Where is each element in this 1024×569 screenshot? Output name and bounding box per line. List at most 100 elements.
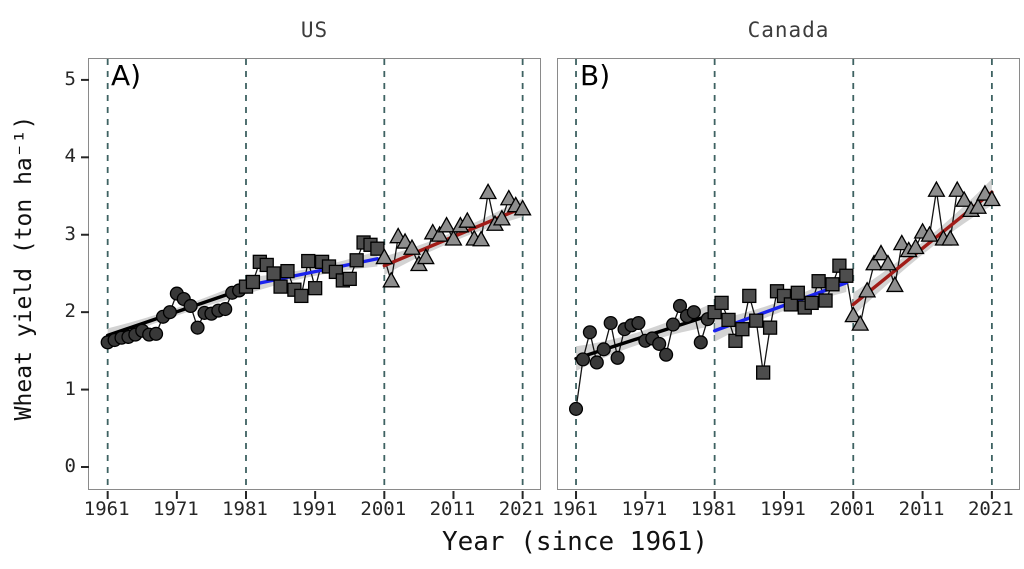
data-point-triangle (892, 234, 911, 251)
data-point-triangle (382, 271, 401, 288)
data-point-triangle (444, 229, 463, 246)
data-point-circle (652, 336, 667, 351)
data-point-triangle (458, 211, 477, 228)
data-point-triangle (499, 189, 518, 206)
data-point-triangle (402, 238, 421, 255)
data-point-circle (218, 302, 233, 317)
x-axis-label: Year (since 1961) (441, 527, 709, 557)
data-point-triangle (851, 314, 870, 331)
data-point-square (804, 295, 819, 311)
x-tick-label-1981: 1981 (222, 498, 268, 520)
data-point-square (825, 277, 840, 292)
x-tick-label-2011: 2011 (429, 498, 476, 520)
x-tick-label-2021: 2021 (498, 498, 545, 520)
data-point-square (308, 281, 323, 296)
data-point-triangle (878, 254, 897, 271)
data-point-triangle (492, 209, 511, 226)
x-tick-label-1961: 1961 (83, 498, 130, 520)
y-tick-label-4: 4 (64, 145, 76, 168)
panel-us: A) (81, 58, 541, 499)
data-point-square (301, 253, 316, 269)
data-point-circle (693, 335, 708, 350)
x-tick-label-1991: 1991 (760, 498, 806, 520)
data-point-circle (686, 305, 701, 320)
x-tick-label-1981: 1981 (690, 498, 737, 520)
data-point-circle (610, 350, 625, 365)
x-tick-label-2011: 2011 (898, 498, 945, 520)
data-point-triangle (865, 254, 884, 271)
data-point-circle (672, 298, 688, 314)
data-point-triangle (885, 275, 904, 293)
panel-title-canada: Canada (747, 18, 830, 42)
data-point-triangle (969, 197, 988, 214)
data-point-circle (659, 347, 674, 362)
data-point-square (294, 288, 309, 304)
data-point-square (762, 320, 778, 335)
data-point-square (245, 274, 261, 290)
data-point-triangle (437, 216, 456, 233)
data-point-square (749, 313, 764, 328)
data-point-square (266, 266, 281, 281)
data-point-square (790, 285, 805, 300)
y-tick-label-0: 0 (64, 455, 76, 477)
y-tick-label-3: 3 (64, 222, 76, 245)
data-point-triangle (871, 244, 890, 261)
data-point-square (714, 295, 729, 311)
data-point-triangle (858, 281, 877, 298)
data-point-square (742, 288, 757, 304)
data-point-circle (575, 352, 591, 367)
panel-label-b: B) (580, 59, 611, 92)
data-point-triangle (948, 180, 967, 197)
data-point-square (818, 293, 833, 308)
data-point-triangle (844, 306, 863, 323)
data-point-square (370, 241, 385, 256)
data-point-circle (582, 325, 597, 340)
x-tick-label-2001: 2001 (360, 498, 407, 520)
y-tick-label-2: 2 (64, 300, 76, 323)
data-point-triangle (479, 182, 498, 200)
data-point-circle (596, 342, 611, 357)
data-point-square (756, 365, 771, 380)
data-point-triangle (955, 190, 974, 207)
data-point-triangle (472, 230, 491, 247)
y-tick-label-1: 1 (64, 377, 76, 400)
x-tick-label-2001: 2001 (829, 498, 876, 520)
us-plot-area (81, 59, 532, 499)
data-point-square (735, 322, 750, 337)
canada-plot-area (568, 59, 1001, 499)
data-point-triangle (430, 225, 449, 242)
data-point-triangle (416, 248, 435, 265)
data-point-circle (603, 315, 618, 331)
data-point-triangle (906, 237, 925, 255)
data-point-triangle (920, 225, 939, 242)
x-tick-label-1961: 1961 (552, 498, 598, 520)
data-point-square (721, 312, 736, 328)
data-point-circle (190, 320, 205, 335)
x-tick-label-2021: 2021 (967, 498, 1014, 520)
data-point-circle (666, 317, 681, 332)
data-point-square (280, 263, 295, 279)
panel-canada: B) (557, 58, 1020, 499)
data-point-triangle (927, 180, 946, 197)
data-point-circle (568, 401, 584, 416)
data-point-square (811, 274, 826, 289)
data-point-triangle (982, 189, 1001, 207)
y-tick-label-5: 5 (64, 67, 76, 90)
data-point-circle (589, 355, 604, 370)
panel-title-us: US (300, 18, 329, 42)
data-point-circle (631, 315, 646, 331)
data-point-circle (149, 326, 164, 341)
data-point-triangle (375, 248, 394, 265)
data-point-square (342, 271, 357, 287)
panel-label-a: A) (111, 59, 142, 92)
data-point-square (349, 253, 364, 268)
x-tick-label-1971: 1971 (152, 498, 199, 520)
data-point-triangle (941, 229, 960, 246)
data-point-triangle (513, 199, 532, 216)
data-point-circle (162, 305, 177, 320)
data-point-circle (183, 298, 198, 314)
data-point-square (839, 268, 854, 283)
x-tick-label-1991: 1991 (291, 498, 338, 520)
x-tick-label-1971: 1971 (621, 498, 668, 520)
